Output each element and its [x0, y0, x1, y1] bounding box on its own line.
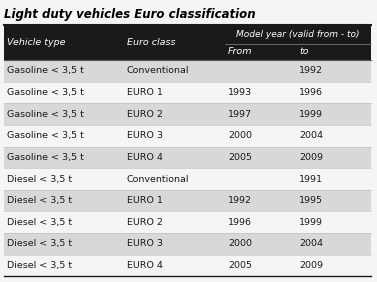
Bar — [4, 125, 371, 147]
Text: Vehicle type: Vehicle type — [7, 38, 65, 47]
Text: Conventional: Conventional — [127, 175, 189, 184]
Bar — [4, 60, 371, 82]
Bar — [4, 103, 371, 125]
Bar — [4, 44, 371, 60]
Text: EURO 2: EURO 2 — [127, 110, 162, 119]
Text: 1992: 1992 — [299, 66, 323, 75]
Text: Euro class: Euro class — [127, 38, 175, 47]
Text: Gasoline < 3,5 t: Gasoline < 3,5 t — [7, 131, 84, 140]
Text: 1992: 1992 — [228, 196, 252, 205]
Text: Gasoline < 3,5 t: Gasoline < 3,5 t — [7, 66, 84, 75]
Bar — [4, 25, 371, 44]
Text: 2005: 2005 — [228, 261, 252, 270]
Bar — [4, 255, 371, 276]
Text: 2000: 2000 — [228, 131, 252, 140]
Text: EURO 4: EURO 4 — [127, 153, 162, 162]
Text: EURO 4: EURO 4 — [127, 261, 162, 270]
Text: 2000: 2000 — [228, 239, 252, 248]
Text: 2004: 2004 — [299, 131, 323, 140]
Text: Gasoline < 3,5 t: Gasoline < 3,5 t — [7, 110, 84, 119]
Text: 1999: 1999 — [299, 110, 323, 119]
Text: Gasoline < 3,5 t: Gasoline < 3,5 t — [7, 153, 84, 162]
Bar — [4, 82, 371, 103]
Text: Diesel < 3,5 t: Diesel < 3,5 t — [7, 196, 72, 205]
Text: EURO 1: EURO 1 — [127, 88, 162, 97]
Text: Diesel < 3,5 t: Diesel < 3,5 t — [7, 175, 72, 184]
Text: EURO 3: EURO 3 — [127, 131, 163, 140]
Bar — [4, 233, 371, 255]
Text: Model year (valid from - to): Model year (valid from - to) — [236, 30, 360, 39]
Text: Diesel < 3,5 t: Diesel < 3,5 t — [7, 218, 72, 227]
Text: Light duty vehicles Euro classification: Light duty vehicles Euro classification — [4, 8, 255, 21]
Text: 1991: 1991 — [299, 175, 323, 184]
Text: EURO 3: EURO 3 — [127, 239, 163, 248]
Text: 2009: 2009 — [299, 153, 323, 162]
Bar — [4, 212, 371, 233]
Text: 1995: 1995 — [299, 196, 323, 205]
Text: 1996: 1996 — [228, 218, 252, 227]
Text: Diesel < 3,5 t: Diesel < 3,5 t — [7, 239, 72, 248]
Text: 1996: 1996 — [299, 88, 323, 97]
Text: 1999: 1999 — [299, 218, 323, 227]
Text: 2005: 2005 — [228, 153, 252, 162]
Text: 2004: 2004 — [299, 239, 323, 248]
Bar — [4, 147, 371, 168]
Bar — [4, 168, 371, 190]
Text: to: to — [299, 47, 309, 56]
Bar — [4, 190, 371, 212]
Text: EURO 1: EURO 1 — [127, 196, 162, 205]
Text: Diesel < 3,5 t: Diesel < 3,5 t — [7, 261, 72, 270]
Text: 2009: 2009 — [299, 261, 323, 270]
Text: 1997: 1997 — [228, 110, 252, 119]
Text: Gasoline < 3,5 t: Gasoline < 3,5 t — [7, 88, 84, 97]
Text: 1993: 1993 — [228, 88, 252, 97]
Text: EURO 2: EURO 2 — [127, 218, 162, 227]
Text: Conventional: Conventional — [127, 66, 189, 75]
Text: From: From — [228, 47, 253, 56]
